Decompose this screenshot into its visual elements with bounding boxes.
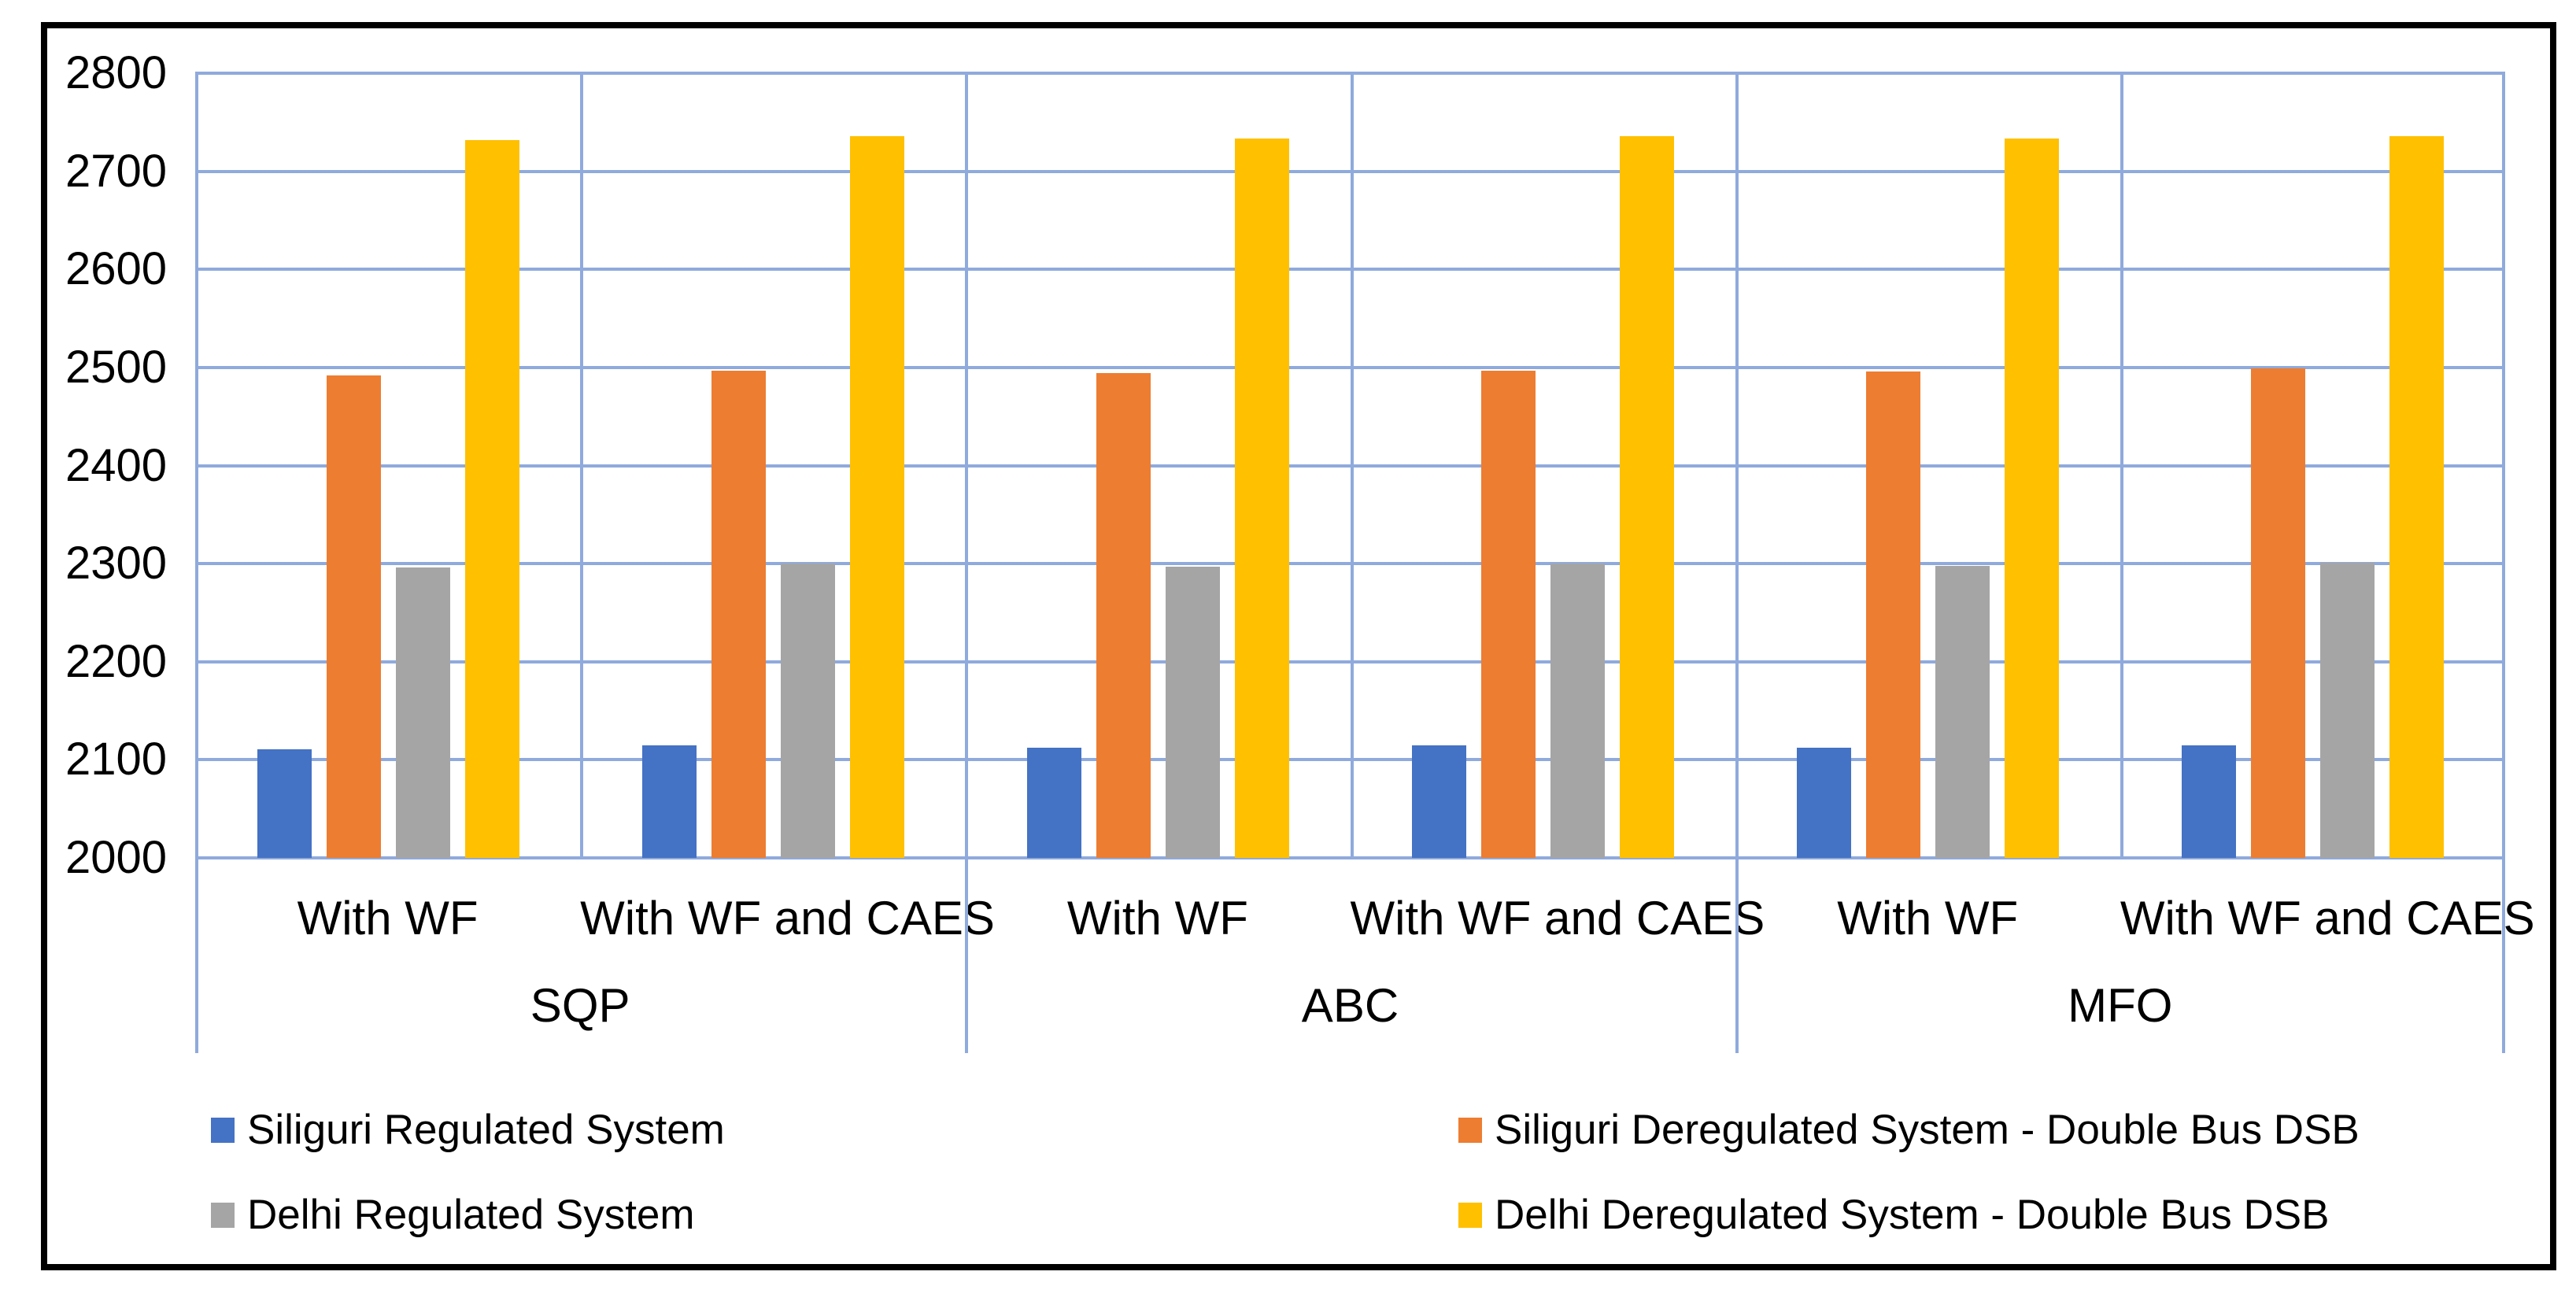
legend-swatch-icon [211, 1203, 235, 1229]
x-group-label-abc: ABC [1301, 979, 1399, 1032]
category-boundary-line-5 [2120, 73, 2123, 858]
y-tick-label-2600: 2600 [65, 243, 167, 295]
legend-label: Siliguri Deregulated System - Double Bus… [1495, 1107, 2360, 1153]
x-group-label-sqp: SQP [530, 979, 630, 1032]
bar-siliguri-regulated-system-cat5 [2182, 745, 2237, 858]
plot-area [195, 72, 2505, 859]
gridline-2700 [195, 169, 2505, 173]
gridline-2800 [195, 72, 2505, 75]
gridline-2100 [195, 758, 2505, 762]
bar-delhi-regulated-system-cat5 [2320, 562, 2375, 858]
gridline-2300 [195, 562, 2505, 566]
category-boundary-line-2 [965, 73, 968, 858]
gridline-2500 [195, 365, 2505, 369]
bar-delhi-deregulated-system-double-bus-dsb-cat1 [849, 135, 904, 858]
bar-siliguri-deregulated-system-double-bus-dsb-cat3 [1481, 370, 1536, 858]
legend-item-siliguri-deregulated-system-double-bus-dsb: Siliguri Deregulated System - Double Bus… [1458, 1107, 2360, 1155]
bar-siliguri-regulated-system-cat2 [1026, 748, 1081, 858]
legend-label: Delhi Deregulated System - Double Bus DS… [1495, 1192, 2330, 1238]
x-category-label-1: With WF and CAES [580, 892, 995, 944]
bar-delhi-regulated-system-cat2 [1165, 566, 1220, 858]
x-category-label-0: With WF [297, 892, 479, 944]
legend-swatch-icon [211, 1118, 235, 1144]
group-separator-line-0 [195, 858, 198, 1053]
bar-siliguri-deregulated-system-double-bus-dsb-cat5 [2251, 368, 2306, 858]
bar-siliguri-deregulated-system-double-bus-dsb-cat0 [326, 375, 381, 858]
group-separator-line-3 [2502, 858, 2505, 1053]
gridline-2400 [195, 464, 2505, 468]
y-tick-label-2800: 2800 [65, 47, 167, 98]
category-boundary-line-4 [1735, 73, 1739, 858]
x-category-label-2: With WF [1066, 892, 1248, 944]
legend-label: Delhi Regulated System [247, 1192, 695, 1238]
figure-border [41, 22, 2556, 1270]
group-separator-line-1 [965, 858, 969, 1053]
legend-swatch-icon [1458, 1118, 1482, 1144]
bar-siliguri-deregulated-system-double-bus-dsb-cat4 [1866, 371, 1921, 858]
bar-siliguri-regulated-system-cat4 [1797, 748, 1852, 858]
legend-item-siliguri-regulated-system: Siliguri Regulated System [211, 1107, 725, 1155]
category-boundary-line-6 [2502, 73, 2505, 858]
bar-siliguri-deregulated-system-double-bus-dsb-cat1 [711, 370, 766, 858]
group-separator-line-2 [1735, 858, 1739, 1053]
legend-swatch-icon [1458, 1203, 1482, 1229]
legend-label: Siliguri Regulated System [247, 1107, 725, 1153]
bar-delhi-regulated-system-cat3 [1550, 564, 1605, 858]
gridline-2600 [195, 268, 2505, 272]
bar-delhi-deregulated-system-double-bus-dsb-cat0 [464, 139, 519, 858]
y-tick-label-2700: 2700 [65, 145, 167, 197]
bar-siliguri-deregulated-system-double-bus-dsb-cat2 [1096, 373, 1151, 858]
bar-delhi-deregulated-system-double-bus-dsb-cat2 [1234, 139, 1289, 858]
category-boundary-line-0 [195, 73, 198, 858]
gridline-2200 [195, 660, 2505, 663]
y-tick-label-2200: 2200 [65, 635, 167, 687]
y-tick-label-2000: 2000 [65, 832, 167, 883]
y-tick-label-2100: 2100 [65, 734, 167, 785]
y-tick-label-2500: 2500 [65, 341, 167, 393]
x-category-label-4: With WF [1837, 892, 2019, 944]
bar-delhi-deregulated-system-double-bus-dsb-cat3 [1620, 135, 1674, 858]
category-boundary-line-3 [1351, 73, 1354, 858]
y-tick-label-2400: 2400 [65, 439, 167, 491]
bar-siliguri-regulated-system-cat3 [1412, 745, 1466, 858]
x-group-label-mfo: MFO [2068, 979, 2173, 1032]
bar-delhi-deregulated-system-double-bus-dsb-cat4 [2005, 139, 2060, 858]
x-category-label-3: With WF and CAES [1350, 892, 1765, 944]
bar-delhi-regulated-system-cat4 [1935, 565, 1990, 858]
bar-delhi-regulated-system-cat1 [780, 564, 835, 858]
legend-item-delhi-regulated-system: Delhi Regulated System [211, 1192, 695, 1240]
legend-item-delhi-deregulated-system-double-bus-dsb: Delhi Deregulated System - Double Bus DS… [1458, 1192, 2330, 1240]
y-tick-label-2300: 2300 [65, 538, 167, 590]
bar-delhi-deregulated-system-double-bus-dsb-cat5 [2389, 135, 2445, 858]
category-boundary-line-1 [580, 73, 583, 858]
gridline-2000 [195, 856, 2505, 859]
x-category-label-5: With WF and CAES [2120, 892, 2535, 944]
bar-siliguri-regulated-system-cat1 [641, 745, 697, 858]
bar-siliguri-regulated-system-cat0 [257, 748, 312, 858]
bar-delhi-regulated-system-cat0 [395, 567, 450, 858]
